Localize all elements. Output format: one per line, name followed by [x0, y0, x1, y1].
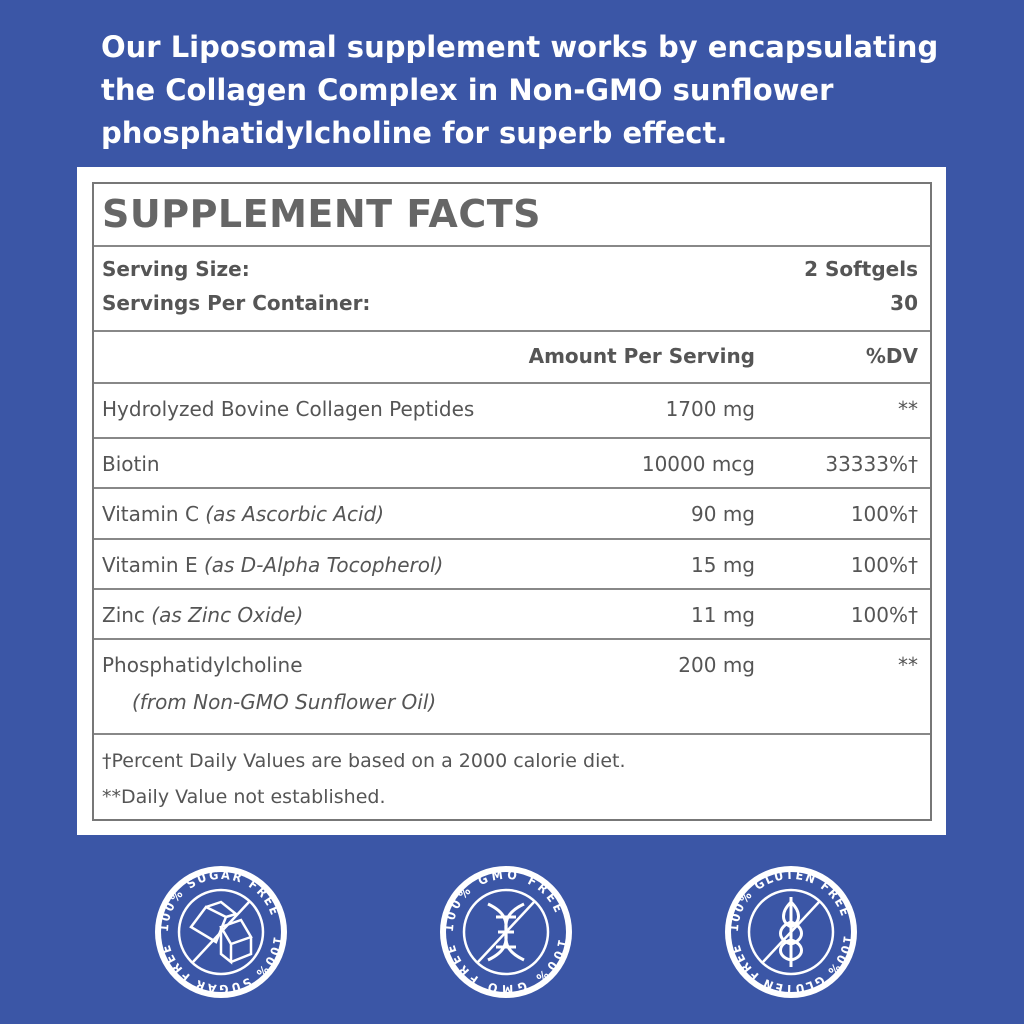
facts-title: SUPPLEMENT FACTS	[102, 192, 542, 236]
footnote-dv: †Percent Daily Values are based on a 200…	[102, 750, 626, 772]
nutrient-amount: 15 mg	[691, 553, 755, 577]
amount-header: Amount Per Serving	[528, 344, 755, 368]
nutrient-dv: 100%†	[850, 502, 918, 526]
nutrient-label: Vitamin C	[102, 502, 199, 526]
dna-icon	[487, 902, 525, 962]
nutrient-label: Zinc	[102, 603, 145, 627]
badge--sugar-free: 100% SUGAR FREE 100% SUGAR FREE	[151, 862, 291, 1002]
nutrient-dv: 100%†	[850, 603, 918, 627]
nutrient-row: Zinc (as Zinc Oxide) 11 mg 100%†	[94, 590, 930, 640]
nutrient-row: Hydrolyzed Bovine Collagen Peptides 1700…	[94, 384, 930, 439]
nutrient-dv: **	[898, 653, 918, 677]
nutrient-name: Phosphatidylcholine	[102, 653, 303, 677]
servings-value: 30	[890, 291, 918, 315]
nutrient-row: Phosphatidylcholine (from Non-GMO Sunflo…	[94, 640, 930, 735]
serving-size-label: Serving Size:	[102, 257, 250, 281]
nutrient-name: Biotin	[102, 452, 160, 476]
nutrient-note: (as Ascorbic Acid)	[205, 502, 385, 526]
nutrient-amount: 1700 mg	[665, 397, 755, 421]
nutrient-amount: 90 mg	[691, 502, 755, 526]
supplement-facts-panel: SUPPLEMENT FACTS Serving Size: 2 Softgel…	[77, 167, 946, 835]
badge--gmo-free: 100% GMO FREE 100% GMO FREE	[436, 862, 576, 1002]
footnote-not-established: **Daily Value not established.	[102, 786, 386, 808]
nutrient-row: Biotin 10000 mcg 33333%†	[94, 439, 930, 489]
sugar-cubes-icon	[189, 900, 253, 965]
nutrient-label: Vitamin E	[102, 553, 198, 577]
headline: Our Liposomal supplement works by encaps…	[101, 30, 939, 150]
nutrient-amount: 11 mg	[691, 603, 755, 627]
nutrient-name: Vitamin E (as D-Alpha Tocopherol)	[102, 553, 443, 577]
wheat-icon	[779, 897, 803, 967]
nutrient-row: Vitamin E (as D-Alpha Tocopherol) 15 mg …	[94, 540, 930, 590]
nutrient-label: Phosphatidylcholine	[102, 653, 303, 677]
servings-label: Servings Per Container:	[102, 291, 371, 315]
nutrient-note: (as D-Alpha Tocopherol)	[203, 553, 444, 577]
nutrient-label: Hydrolyzed Bovine Collagen Peptides	[102, 397, 475, 421]
serving-size-value: 2 Softgels	[804, 257, 918, 281]
nutrient-amount: 10000 mcg	[641, 452, 755, 476]
supplement-facts-table: SUPPLEMENT FACTS Serving Size: 2 Softgel…	[92, 182, 932, 821]
nutrient-amount: 200 mg	[678, 653, 755, 677]
nutrient-name: Zinc (as Zinc Oxide)	[102, 603, 303, 627]
nutrient-dv: **	[898, 397, 918, 421]
nutrient-label: Biotin	[102, 452, 160, 476]
badge--gluten-free: 100% GLUTEN FREE 100% GLUTEN FREE	[721, 862, 861, 1002]
nutrient-name: Hydrolyzed Bovine Collagen Peptides	[102, 397, 474, 421]
nutrient-name: Vitamin C (as Ascorbic Acid)	[102, 502, 384, 526]
nutrient-note: (as Zinc Oxide)	[151, 603, 304, 627]
nutrient-dv: 33333%†	[825, 452, 918, 476]
nutrient-dv: 100%†	[850, 553, 918, 577]
nutrient-note: (from Non-GMO Sunflower Oil)	[132, 690, 437, 714]
nutrient-row: Vitamin C (as Ascorbic Acid) 90 mg 100%†	[94, 489, 930, 540]
dv-header: %DV	[865, 344, 918, 368]
